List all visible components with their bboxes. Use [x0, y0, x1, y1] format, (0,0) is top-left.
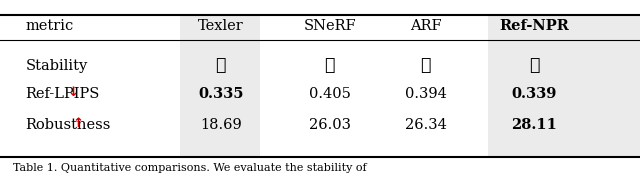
Text: SNeRF: SNeRF	[303, 19, 356, 33]
Text: 28.11: 28.11	[511, 118, 557, 132]
Text: ARF: ARF	[410, 19, 442, 33]
Bar	[180, 16, 260, 157]
Text: Robustness: Robustness	[26, 118, 111, 132]
Text: 26.34: 26.34	[404, 118, 447, 132]
Text: ✗: ✗	[216, 57, 226, 74]
Text: ↓: ↓	[68, 86, 79, 99]
Text: metric: metric	[26, 19, 74, 33]
Text: Ref-NPR: Ref-NPR	[499, 19, 570, 33]
Text: 0.339: 0.339	[512, 87, 557, 102]
Text: ✓: ✓	[324, 57, 335, 74]
Text: 0.335: 0.335	[198, 87, 244, 102]
Text: ↑: ↑	[72, 117, 83, 130]
Text: 18.69: 18.69	[200, 118, 242, 132]
Text: ✓: ✓	[420, 57, 431, 74]
Text: Texler: Texler	[198, 19, 244, 33]
Text: 0.394: 0.394	[404, 87, 447, 102]
Text: Table 1. Quantitative comparisons. We evaluate the stability of: Table 1. Quantitative comparisons. We ev…	[13, 163, 367, 173]
Text: ✓: ✓	[529, 57, 540, 74]
Text: 0.405: 0.405	[308, 87, 351, 102]
Text: 26.03: 26.03	[308, 118, 351, 132]
Text: Stability: Stability	[26, 59, 88, 73]
Text: Ref-LPIPS: Ref-LPIPS	[26, 87, 100, 102]
Bar	[488, 16, 640, 157]
